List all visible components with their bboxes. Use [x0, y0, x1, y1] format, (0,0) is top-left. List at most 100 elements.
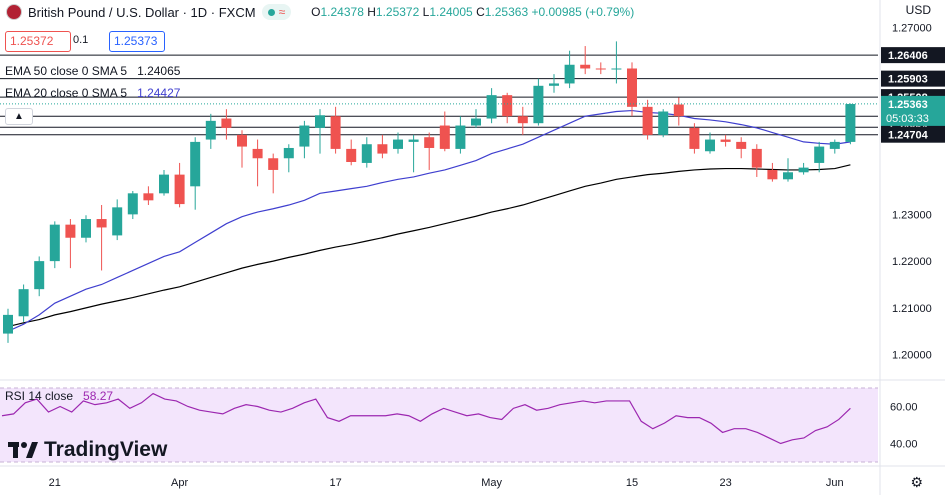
candle-13 — [205, 113, 216, 149]
candle-44 — [689, 123, 700, 154]
last-price-label: 1.25363 — [888, 99, 928, 111]
ohlc-readout: O1.24378 H1.25372 L1.24005 C1.25363 +0.0… — [311, 5, 635, 19]
candle-body-45 — [705, 139, 715, 152]
wave-icon: ≈ — [278, 5, 286, 19]
tradingview-logo[interactable]: TradingView — [8, 438, 167, 462]
candle-32 — [502, 92, 513, 124]
y-tick-2: 1.21000 — [892, 303, 932, 315]
candle-body-26 — [408, 139, 419, 142]
symbol-title[interactable]: British Pound / U.S. Dollar · 1D · FXCM — [28, 4, 256, 20]
candle-50 — [783, 158, 793, 182]
sell-button[interactable]: 1.25372 — [5, 31, 71, 52]
ema20-legend[interactable]: EMA 20 close 0 SMA 5 1.24427 — [5, 86, 180, 100]
candle-49 — [767, 162, 778, 182]
candle-body-15 — [237, 134, 247, 147]
candle-54 — [845, 103, 856, 145]
candle-body-50 — [783, 172, 793, 180]
candle-16 — [252, 139, 263, 187]
candle-body-29 — [455, 125, 466, 149]
candle-7 — [112, 199, 123, 241]
candle-body-5 — [81, 219, 91, 238]
candle-body-44 — [689, 127, 700, 149]
candle-body-27 — [424, 137, 435, 148]
candle-26 — [408, 134, 419, 173]
gbp-flag-icon — [6, 4, 22, 20]
candle-1 — [18, 284, 29, 322]
level-tag-5 — [881, 126, 945, 143]
candle-body-11 — [174, 174, 185, 205]
candle-46 — [720, 134, 731, 147]
currency-label[interactable]: USD — [905, 3, 931, 17]
candle-47 — [736, 137, 747, 159]
candle-0 — [3, 308, 13, 343]
candle-body-20 — [315, 115, 325, 128]
ema50-value: 1.24065 — [137, 64, 181, 78]
candle-27 — [424, 132, 435, 170]
candle-28 — [439, 111, 450, 152]
candle-body-13 — [205, 120, 216, 140]
candle-body-52 — [814, 146, 825, 163]
market-status-pill[interactable]: ≈ — [261, 4, 292, 20]
candle-15 — [237, 130, 247, 168]
candle-body-53 — [829, 141, 840, 149]
ema50-legend[interactable]: EMA 50 close 0 SMA 5 1.24065 — [5, 64, 180, 78]
candle-body-28 — [439, 125, 450, 149]
candle-34 — [533, 78, 544, 126]
chart-header: British Pound / U.S. Dollar · 1D · FXCM … — [6, 4, 634, 20]
candle-body-8 — [127, 193, 138, 215]
candle-25 — [393, 132, 403, 154]
market-open-dot-icon — [267, 8, 275, 16]
candle-3 — [49, 221, 60, 269]
candle-body-1 — [18, 289, 29, 317]
spread-value: 0.1 — [73, 34, 89, 46]
candle-24 — [377, 134, 388, 159]
candle-18 — [283, 144, 294, 173]
candle-12 — [190, 137, 201, 210]
y-tick-0: 1.27000 — [892, 22, 932, 34]
x-tick-1: Apr — [171, 477, 188, 489]
low-value: 1.24005 — [429, 5, 473, 19]
candle-20 — [315, 109, 325, 154]
candle-body-17 — [268, 158, 279, 170]
rsi-legend[interactable]: RSI 14 close 58.27 — [5, 389, 113, 403]
level-tag-1 — [881, 70, 945, 87]
candle-body-4 — [65, 224, 76, 238]
rsi-label: RSI 14 close — [5, 389, 74, 403]
candle-body-42 — [658, 111, 669, 135]
candle-body-16 — [252, 148, 263, 159]
candle-9 — [143, 186, 154, 206]
candle-body-14 — [221, 118, 232, 128]
high-value: 1.25372 — [375, 5, 420, 19]
collapse-legend-button[interactable]: ▲ — [5, 108, 33, 125]
candle-21 — [330, 106, 341, 154]
candle-14 — [221, 109, 232, 140]
buy-button[interactable]: 1.25373 — [109, 31, 165, 52]
candle-11 — [174, 162, 185, 208]
change-value: +0.00985 (+0.79%) — [531, 5, 635, 19]
chevron-up-icon: ▲ — [14, 111, 24, 122]
candle-body-33 — [517, 116, 528, 124]
settings-gear-icon[interactable]: ⚙ — [910, 474, 923, 490]
rsi-band — [0, 388, 878, 462]
candle-31 — [486, 88, 497, 124]
candle-2 — [34, 256, 45, 297]
candle-39 — [611, 41, 622, 84]
candle-body-34 — [533, 85, 544, 124]
y-tick-1: 1.20000 — [892, 350, 932, 362]
candle-19 — [299, 120, 310, 159]
candle-body-54 — [845, 104, 856, 142]
ema50-line — [7, 164, 851, 328]
candle-43 — [673, 97, 684, 126]
rsi-line — [1, 392, 851, 445]
candle-body-46 — [720, 139, 731, 142]
candle-body-22 — [346, 148, 357, 162]
candle-48 — [751, 144, 762, 177]
candle-body-6 — [96, 219, 107, 228]
rsi-tick-1: 40.00 — [890, 439, 918, 451]
candle-30 — [471, 109, 481, 128]
x-tick-4: 15 — [626, 477, 638, 489]
level-label-1: 1.25903 — [888, 74, 928, 86]
ema20-value: 1.24427 — [137, 86, 181, 100]
x-tick-6: Jun — [826, 477, 844, 489]
